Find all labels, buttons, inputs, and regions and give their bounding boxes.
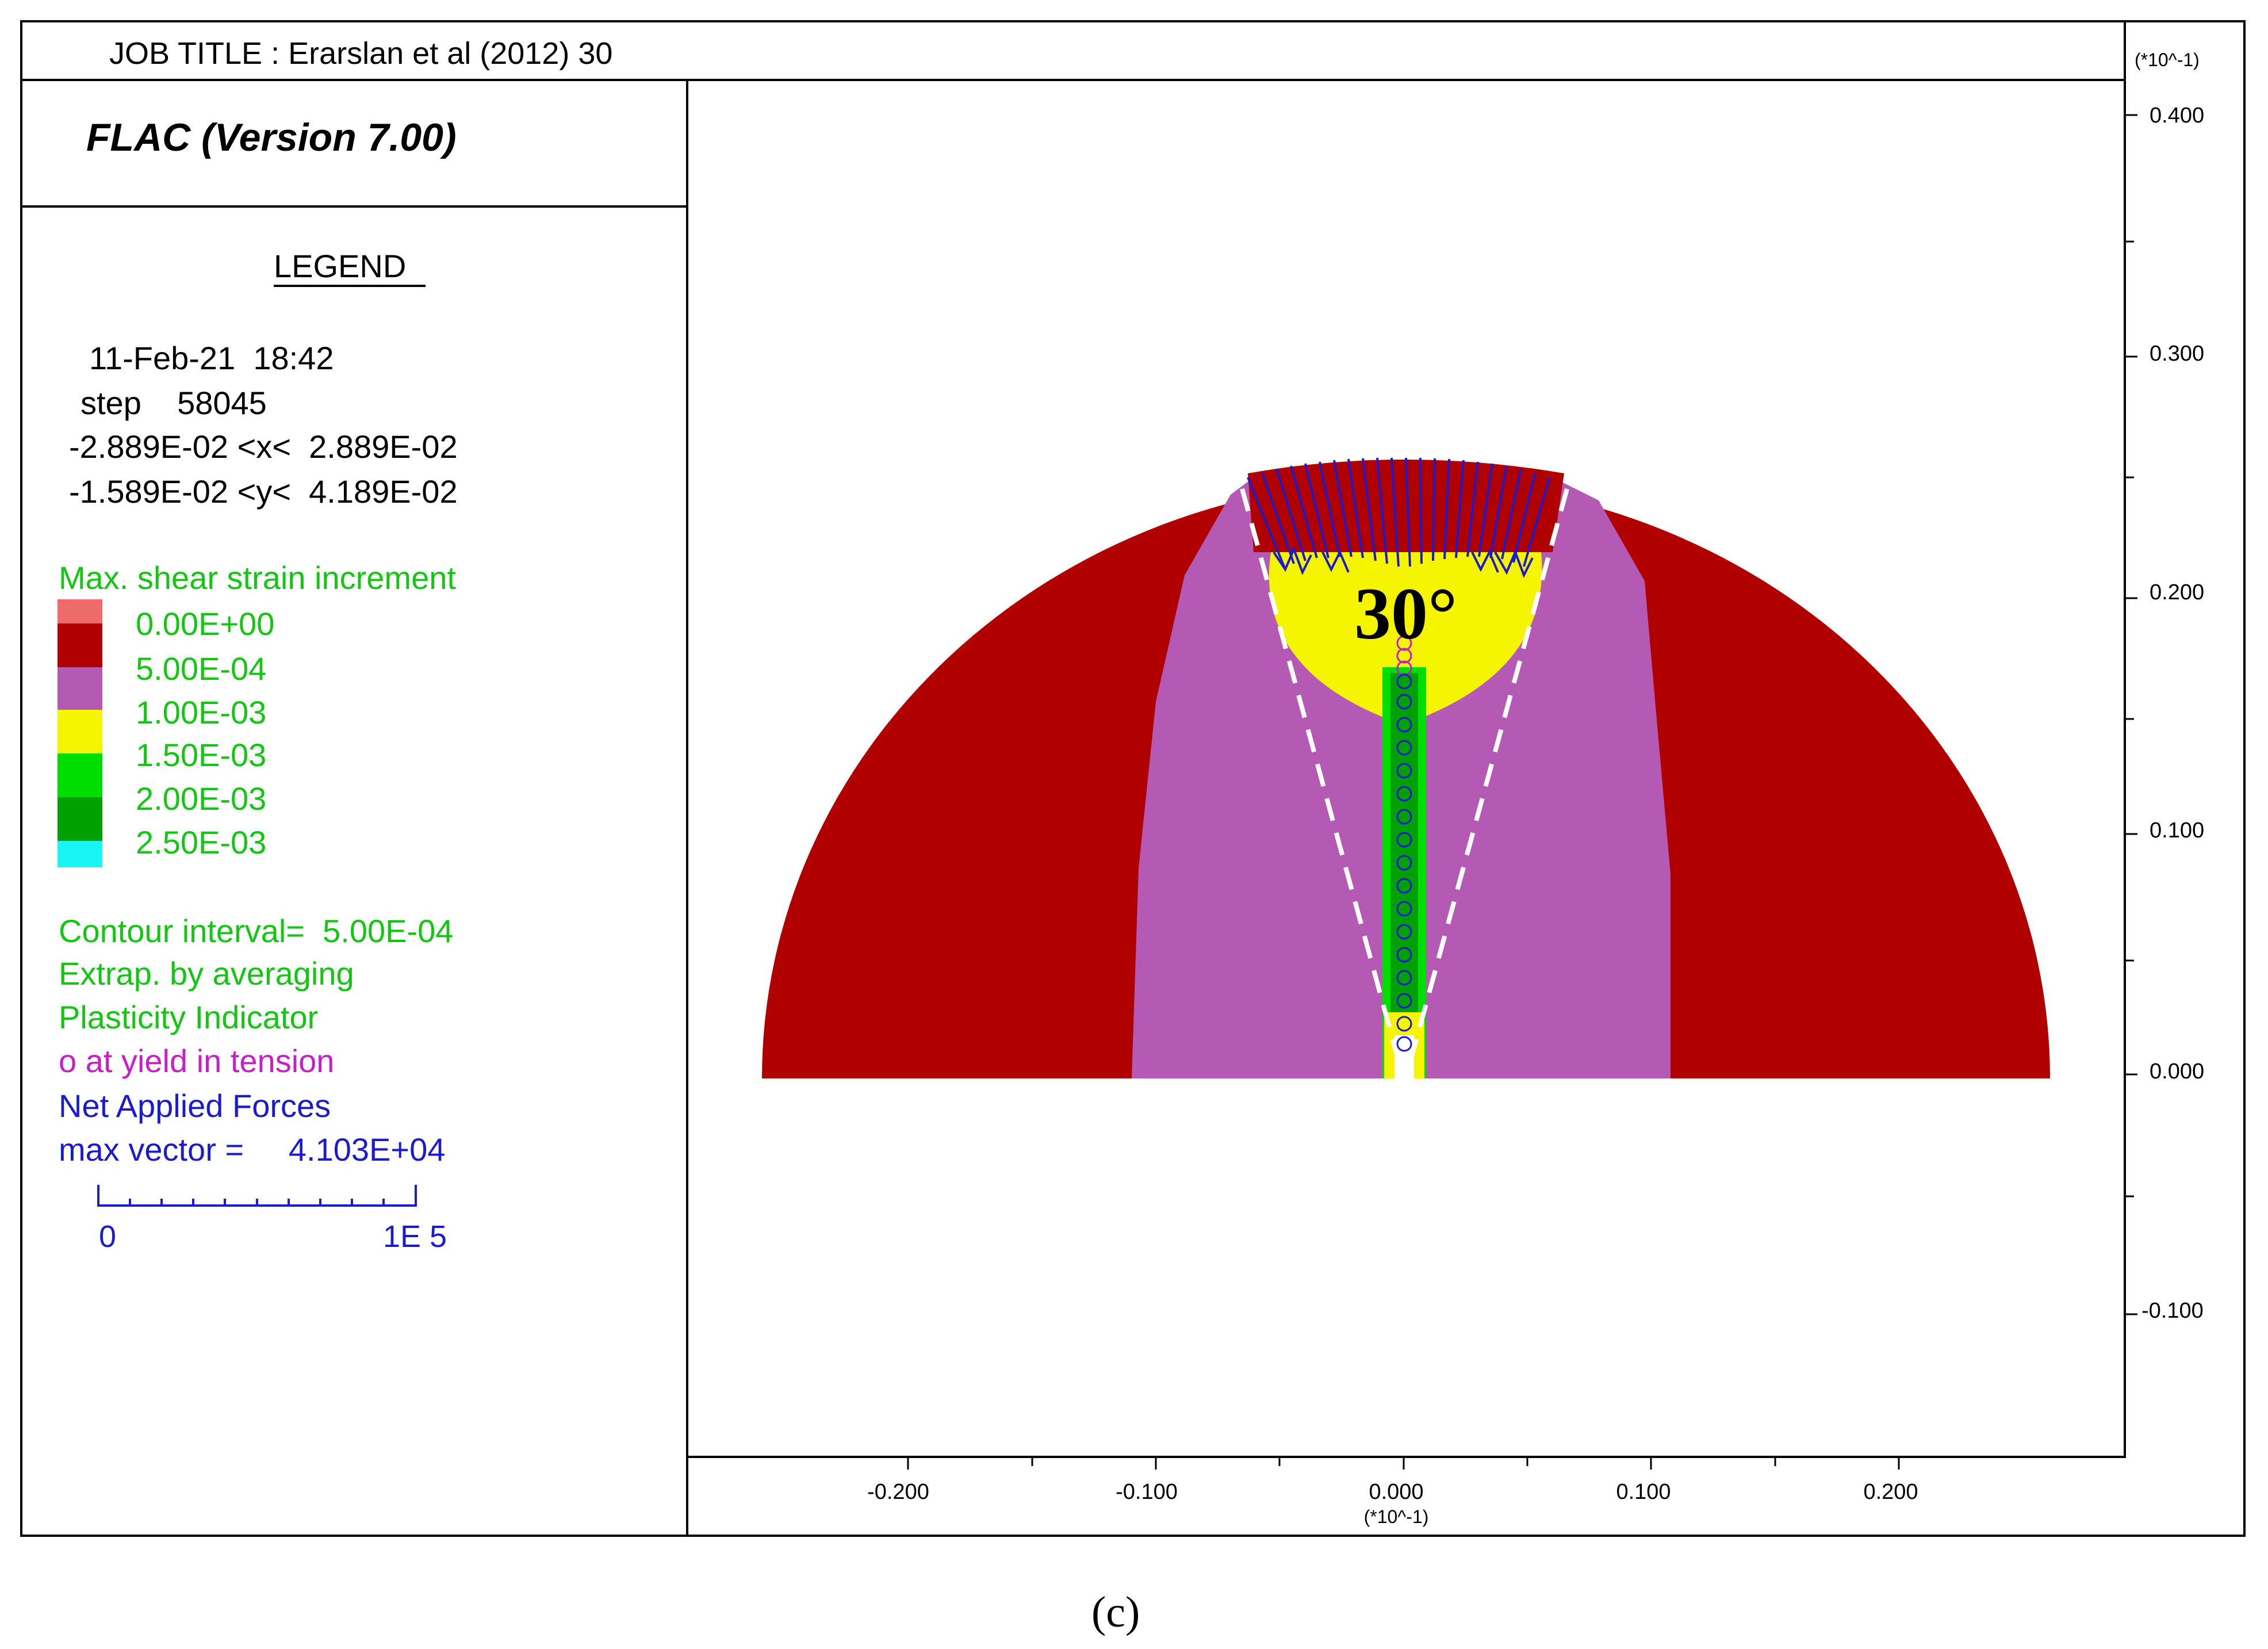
legend-step: step 58045 [81,385,267,421]
scale-max-label: 1E 5 [383,1219,447,1254]
scale-min-label: 0 [99,1219,116,1254]
legend-swatch-6 [58,841,102,867]
contour-region-cap [1248,460,1564,552]
job-title: JOB TITLE : Erarslan et al (2012) 30 [109,36,613,71]
plasticity-indicator: Plasticity Indicator [59,999,319,1035]
axis-divider [2124,20,2126,1458]
extrapolation-note: Extrap. by averaging [59,955,354,992]
x-axis-multiplier: (*10^-1) [1364,1506,1429,1527]
x-tick-label: -0.200 [867,1480,929,1504]
legend-swatch-0 [58,599,102,623]
force-vectors [1247,457,1551,578]
y-tick-label: 0.400 [2150,104,2204,128]
wedge-guide-lines [1240,488,1569,1068]
yield-indicators [1396,635,1412,1052]
legend-swatch-3 [58,710,102,753]
net-forces-title: Net Applied Forces [59,1088,331,1124]
figure-caption: (c) [1091,1588,1140,1636]
legend-underline [274,285,426,287]
y-axis-multiplier: (*10^-1) [2135,49,2200,70]
x-tick-label: 0.100 [1616,1480,1671,1504]
y-tick-label: -0.100 [2141,1299,2204,1323]
legend-swatch-5 [58,797,102,841]
plot-frame [20,20,2246,1537]
legend-level-label: 5.00E-04 [136,651,267,687]
y-tick-label: 0.300 [2150,342,2204,366]
contour-region-1-5e-03 [1269,552,1542,725]
max-vector: max vector = 4.103E+04 [59,1131,446,1168]
contour-interval: Contour interval= 5.00E-04 [59,913,454,949]
yield-tension-note: o at yield in tension [59,1043,335,1079]
legend-level-label: 2.50E-03 [136,824,267,860]
wedge-angle-label: 30° [1354,573,1457,655]
vector-scale-bar [97,1185,417,1207]
legend-swatch-4 [58,753,102,797]
legend-level-label: 1.00E-03 [136,694,267,730]
legend-swatch-2 [58,667,102,710]
legend-x-range: -2.889E-02 <x< 2.889E-02 [69,428,458,465]
legend-level-label: 0.00E+00 [136,606,275,642]
legend-y-range: -1.589E-02 <y< 4.189E-02 [69,473,458,510]
program-divider [20,205,688,208]
legend-swatch-1 [58,623,102,667]
legend-level-label: 2.00E-03 [136,780,267,817]
legend-level-label: 1.50E-03 [136,737,267,773]
contour-title: Max. shear strain increment [59,560,456,596]
y-tick-label: 0.200 [2150,580,2204,604]
x-tick-label: 0.000 [1369,1480,1423,1504]
contour-region-2-5e-03 [1390,673,1418,1070]
y-tick-label: 0.100 [2150,818,2204,843]
program-name: FLAC (Version 7.00) [86,116,457,159]
x-axis-ticks [907,1458,1900,1470]
x-tick-label: -0.100 [1116,1480,1178,1504]
legend-date: 11-Feb-21 18:42 [89,340,334,376]
x-tick-label: 0.200 [1863,1480,1918,1504]
y-axis-ticks [2126,114,2137,1315]
legend-divider [686,80,688,1537]
title-bar [20,20,2126,81]
y-tick-label: 0.000 [2150,1059,2204,1084]
legend-title: LEGEND [274,248,407,284]
x-axis-divider [686,1456,2126,1458]
